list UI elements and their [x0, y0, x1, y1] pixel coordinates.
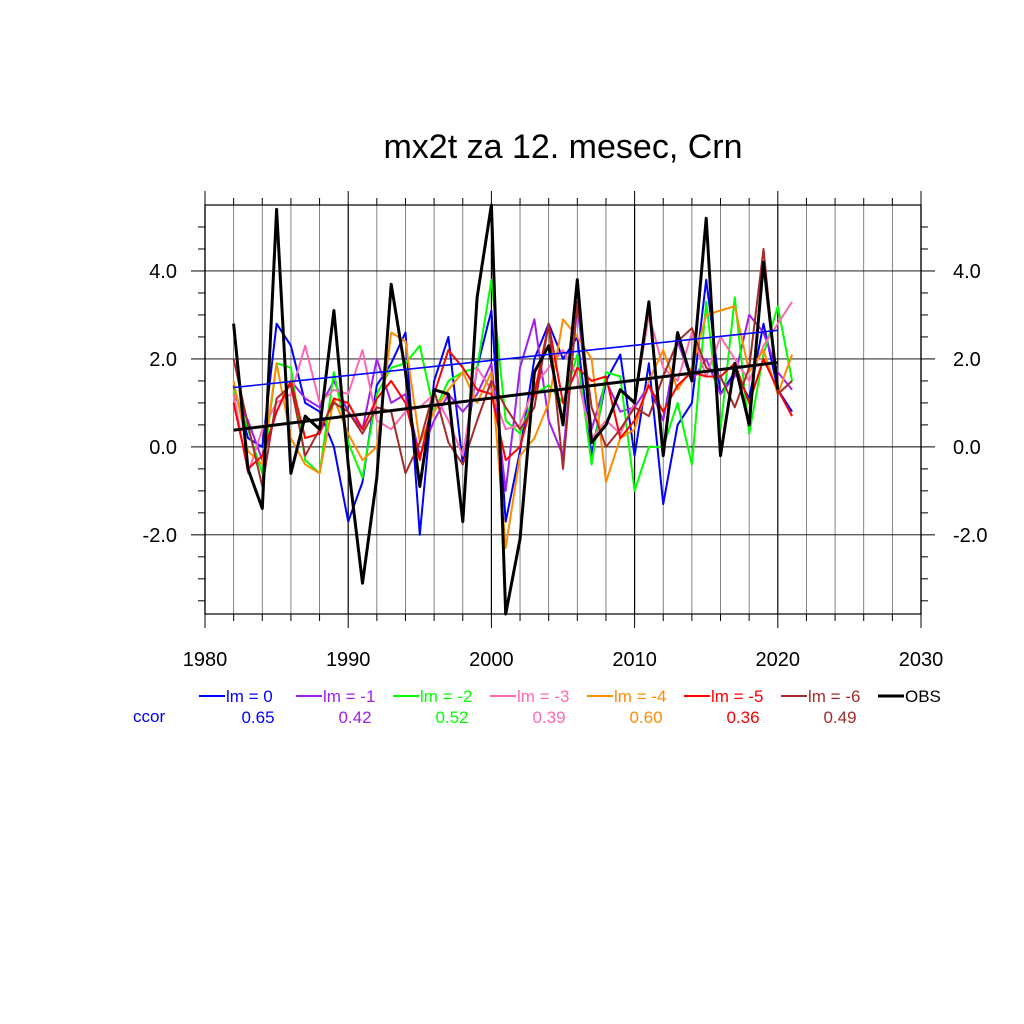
trend-line-0	[233, 329, 778, 389]
y-tick-label-right: 4.0	[953, 261, 981, 283]
y-tick-label-left: 4.0	[149, 261, 177, 283]
y-tick-label-left: -2.0	[143, 525, 177, 547]
x-tick-label: 2000	[469, 649, 514, 671]
x-tick-label: 2020	[756, 649, 801, 671]
x-tick-label: 1990	[326, 649, 371, 671]
ccor-value: 0.60	[629, 708, 662, 727]
legend-label: lm = 0	[226, 687, 273, 706]
legend-label: OBS	[905, 687, 941, 706]
series-layer	[232, 203, 794, 616]
series-line-1	[232, 305, 793, 492]
legend-label: lm = -6	[808, 687, 860, 706]
y-tick-label-right: 0.0	[953, 437, 981, 459]
series-line-3	[232, 301, 793, 475]
series-line-4	[232, 305, 794, 549]
plot-frame	[204, 204, 922, 615]
trend-line-7	[233, 360, 778, 432]
axis-ticks	[191, 191, 935, 628]
ccor-value: 0.39	[532, 708, 565, 727]
legend-label: lm = -5	[711, 687, 763, 706]
x-tick-label: 2010	[612, 649, 657, 671]
x-tick-label: 2030	[899, 649, 944, 671]
y-tick-label-right: 2.0	[953, 349, 981, 371]
ccor-value: 0.65	[241, 708, 274, 727]
x-tick-label: 1980	[183, 649, 228, 671]
series-line-2	[232, 278, 794, 492]
ccor-value: 0.49	[823, 708, 856, 727]
legend-label: lm = -1	[323, 687, 375, 706]
legend: ccor lm = 0 0.65 lm = -1 0.42 lm = -2 0.52 lm …	[133, 687, 941, 727]
legend-label: lm = -3	[517, 687, 569, 706]
y-axis-right: 4.0 2.0 0.0 -2.0	[953, 261, 987, 547]
series-line-6	[232, 248, 793, 488]
x-axis: 1980 1990 2000 2010 2020 2030	[183, 649, 944, 671]
y-tick-label-left: 2.0	[149, 349, 177, 371]
ccor-label: ccor	[133, 707, 165, 726]
grid	[204, 205, 922, 614]
y-axis-left: 4.0 2.0 0.0 -2.0	[143, 261, 177, 547]
ccor-value: 0.42	[338, 708, 371, 727]
legend-label: lm = -4	[614, 687, 666, 706]
y-tick-label-left: 0.0	[149, 437, 177, 459]
chart-title: mx2t za 12. mesec, Crn	[383, 128, 742, 166]
ccor-value: 0.52	[435, 708, 468, 727]
y-tick-label-right: -2.0	[953, 525, 987, 547]
ccor-value: 0.36	[726, 708, 759, 727]
legend-label: lm = -2	[420, 687, 472, 706]
